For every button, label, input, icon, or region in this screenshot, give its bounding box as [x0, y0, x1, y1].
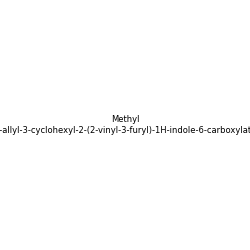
Text: Methyl 1-allyl-3-cyclohexyl-2-(2-vinyl-3-furyl)-1H-indole-6-carboxylate: Methyl 1-allyl-3-cyclohexyl-2-(2-vinyl-3… — [0, 115, 250, 135]
